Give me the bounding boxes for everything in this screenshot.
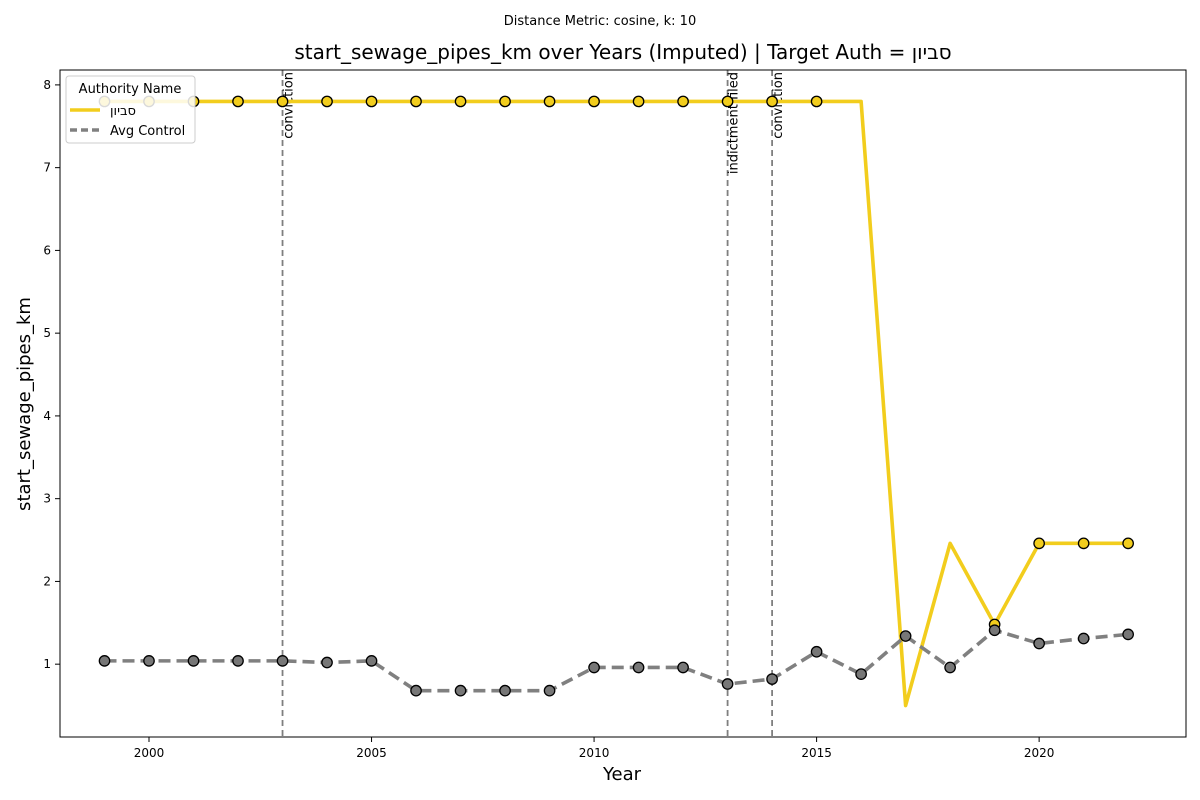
- data-point: [321, 95, 333, 108]
- data-point: [1033, 537, 1045, 550]
- data-point: [810, 645, 823, 658]
- data-point: [988, 624, 1001, 637]
- data-point: [143, 655, 155, 667]
- data-point: [1077, 537, 1090, 550]
- data-point: [677, 661, 689, 674]
- data-point: [721, 95, 734, 108]
- y-tick-label: 5: [43, 326, 51, 340]
- data-point: [187, 655, 200, 667]
- x-axis-label: Year: [602, 764, 642, 785]
- data-point: [454, 95, 467, 108]
- series-markers: [98, 95, 1134, 697]
- legend-title: Authority Name: [79, 82, 182, 97]
- series-lines: [104, 99, 1129, 708]
- y-tick-label: 3: [43, 492, 51, 506]
- x-tick-label: 2000: [134, 746, 165, 760]
- plot-frame: [59, 69, 1187, 738]
- control-series-line: [104, 628, 1129, 693]
- data-point: [721, 678, 734, 690]
- data-point: [276, 655, 289, 667]
- data-point: [232, 655, 244, 667]
- y-tick-label: 7: [43, 161, 51, 175]
- figure-suptitle: Distance Metric: cosine, k: 10: [503, 14, 697, 29]
- data-point: [766, 95, 778, 108]
- legend-box: [65, 75, 196, 144]
- data-point: [810, 95, 823, 108]
- data-point: [944, 661, 956, 674]
- data-point: [632, 661, 645, 674]
- data-point: [410, 95, 422, 108]
- data-point: [499, 684, 511, 697]
- data-point: [232, 95, 244, 108]
- y-tick-label: 4: [43, 409, 51, 423]
- legend-entry-label: סביון: [110, 104, 136, 119]
- target-series-line: [104, 99, 1129, 708]
- data-point: [365, 95, 378, 108]
- data-point: [365, 655, 378, 667]
- axes: 2000 2005 2010 2015 2020 1 2 3 4 5 6 7 8: [43, 69, 1187, 760]
- data-point: [321, 656, 333, 669]
- data-point: [543, 684, 556, 697]
- data-point: [588, 95, 600, 108]
- x-tick-label: 2010: [579, 746, 610, 760]
- data-point: [1077, 632, 1090, 645]
- data-point: [1122, 628, 1134, 641]
- data-point: [454, 684, 467, 697]
- data-point: [410, 684, 422, 697]
- data-point: [632, 95, 645, 108]
- data-point: [899, 630, 912, 642]
- legend-entry-label: Avg Control: [110, 124, 185, 139]
- y-axis-label: start_sewage_pipes_km: [14, 297, 35, 511]
- data-point: [543, 95, 556, 108]
- x-tick-label: 2015: [801, 746, 832, 760]
- data-point: [677, 95, 689, 108]
- y-tick-label: 1: [43, 657, 51, 671]
- event-label: conviction: [771, 72, 786, 139]
- legend[interactable]: Authority Name סביון Avg Control: [65, 75, 196, 144]
- event-label: conviction: [282, 72, 297, 139]
- data-point: [766, 673, 778, 685]
- data-point: [1122, 537, 1134, 550]
- data-point: [499, 95, 511, 108]
- y-tick-label: 6: [43, 243, 51, 257]
- data-point: [855, 668, 867, 680]
- data-point: [276, 95, 289, 108]
- x-tick-label: 2005: [356, 746, 387, 760]
- data-point: [588, 661, 600, 674]
- y-tick-label: 8: [43, 78, 51, 92]
- x-tick-label: 2020: [1024, 746, 1055, 760]
- event-lines: conviction indictment filed conviction: [282, 70, 786, 737]
- event-label: indictment filed: [727, 72, 742, 174]
- data-point: [98, 655, 111, 667]
- data-point: [1033, 637, 1045, 650]
- y-tick-label: 2: [43, 574, 51, 588]
- chart-title: start_sewage_pipes_km over Years (Impute…: [294, 40, 952, 64]
